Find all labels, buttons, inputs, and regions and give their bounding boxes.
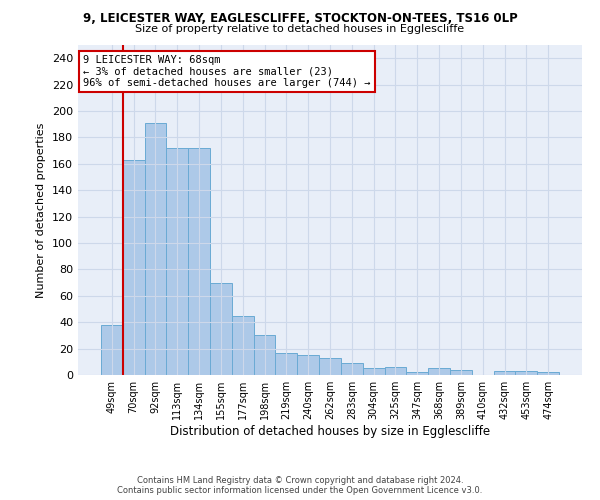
Bar — [275, 352, 297, 375]
Bar — [515, 371, 537, 375]
Bar — [123, 160, 145, 375]
Text: Size of property relative to detached houses in Egglescliffe: Size of property relative to detached ho… — [136, 24, 464, 34]
Bar — [254, 336, 275, 375]
Bar — [494, 371, 515, 375]
Bar — [101, 325, 123, 375]
Bar — [232, 316, 254, 375]
Bar — [406, 372, 428, 375]
Bar — [385, 367, 406, 375]
Bar — [450, 370, 472, 375]
X-axis label: Distribution of detached houses by size in Egglescliffe: Distribution of detached houses by size … — [170, 425, 490, 438]
Bar — [537, 372, 559, 375]
Text: 9, LEICESTER WAY, EAGLESCLIFFE, STOCKTON-ON-TEES, TS16 0LP: 9, LEICESTER WAY, EAGLESCLIFFE, STOCKTON… — [83, 12, 517, 26]
Bar — [341, 363, 363, 375]
Bar — [428, 368, 450, 375]
Bar — [210, 282, 232, 375]
Text: Contains HM Land Registry data © Crown copyright and database right 2024.
Contai: Contains HM Land Registry data © Crown c… — [118, 476, 482, 495]
Bar — [166, 148, 188, 375]
Bar — [188, 148, 210, 375]
Bar — [145, 123, 166, 375]
Bar — [297, 355, 319, 375]
Text: 9 LEICESTER WAY: 68sqm
← 3% of detached houses are smaller (23)
96% of semi-deta: 9 LEICESTER WAY: 68sqm ← 3% of detached … — [83, 55, 371, 88]
Bar — [319, 358, 341, 375]
Y-axis label: Number of detached properties: Number of detached properties — [37, 122, 46, 298]
Bar — [363, 368, 385, 375]
